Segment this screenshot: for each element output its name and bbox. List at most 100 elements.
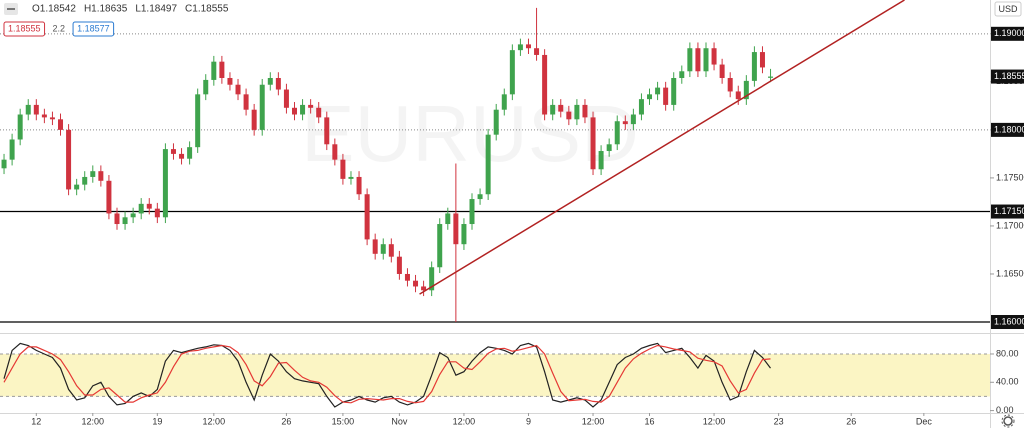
candle-body <box>509 50 515 95</box>
candle-body <box>340 159 346 179</box>
candle-body <box>211 61 217 80</box>
candle-body <box>267 78 273 85</box>
candle-body <box>542 54 548 115</box>
y-tick-label: 1.16500 <box>996 268 1024 278</box>
candle-body <box>445 213 451 225</box>
candle-body <box>687 48 693 72</box>
candle-body <box>364 194 370 240</box>
candle-body <box>743 80 749 100</box>
candle-body <box>671 78 677 105</box>
candle-body <box>751 52 757 81</box>
x-tick-label: 26 <box>846 416 856 426</box>
candle-body <box>558 104 564 112</box>
candle-body <box>9 139 15 160</box>
candle-body <box>324 117 330 145</box>
settings-icon[interactable] <box>1001 414 1015 428</box>
currency-button[interactable] <box>994 1 1022 17</box>
candle-body <box>308 104 314 108</box>
currency-label: USD <box>998 4 1018 14</box>
candle-body <box>501 94 507 110</box>
candle-body <box>259 84 265 130</box>
x-tick-label: 12:00 <box>703 416 726 426</box>
indicator-badge-label: 1.18555 <box>8 23 41 33</box>
candle-body <box>17 114 23 140</box>
candle-body <box>647 94 653 100</box>
x-tick-label: 19 <box>152 416 162 426</box>
candle-body <box>283 89 289 108</box>
candle-body <box>33 104 39 115</box>
indicator-badge-label: 2.2 <box>53 23 66 33</box>
stochastic-line <box>3 344 771 404</box>
candle-body <box>429 267 435 291</box>
x-tick-label: 16 <box>645 416 655 426</box>
x-tick-label: 12:00 <box>82 416 105 426</box>
candle-body <box>187 147 193 159</box>
candle-body <box>735 91 741 100</box>
price-level-label: 1.17150 <box>994 206 1024 216</box>
candle-body <box>170 149 176 154</box>
candle-body <box>404 273 410 281</box>
price-level-badge <box>991 315 1024 330</box>
price-level-badge <box>991 26 1024 41</box>
candle-body <box>421 286 427 291</box>
watermark: EURUSD <box>301 89 639 178</box>
candle-body <box>348 176 354 179</box>
ohlc-value: L1.18497 <box>135 4 177 15</box>
candle-body <box>58 119 64 130</box>
candle-body <box>66 129 72 190</box>
price-level-label: 1.19000 <box>994 28 1024 38</box>
indicator-badge-label: 1.18577 <box>77 23 110 33</box>
candle-body <box>517 44 523 51</box>
x-tick-label: 9 <box>526 416 531 426</box>
candle-body <box>291 107 297 115</box>
candle-body <box>614 121 620 145</box>
candle-body <box>300 104 306 115</box>
x-tick-label: 12:00 <box>582 416 605 426</box>
candle-body <box>598 151 604 170</box>
last-price-badge <box>991 69 1024 84</box>
candle-body <box>179 153 185 159</box>
candle-body <box>574 104 580 120</box>
last-price-label: 1.18555 <box>994 71 1024 81</box>
candle-body <box>41 114 47 118</box>
candle-body <box>1 159 7 169</box>
legend-icon <box>4 3 18 15</box>
candle-body <box>413 280 419 287</box>
candle-body <box>711 48 717 65</box>
ohlc-value: O1.18542 <box>32 4 76 15</box>
settings-gear[interactable] <box>1003 416 1013 426</box>
overbought-oversold-band <box>0 353 990 397</box>
stochastic-line <box>3 342 771 408</box>
candle-body <box>98 171 104 181</box>
candle-body <box>219 61 225 79</box>
candle-body <box>195 94 201 148</box>
candle-body <box>566 111 572 120</box>
candle-body <box>243 94 249 110</box>
candle-body <box>114 213 120 225</box>
candle-body <box>703 48 709 72</box>
trendline <box>419 0 905 295</box>
candle-body <box>590 117 596 170</box>
candle-body <box>49 117 55 120</box>
x-tick-label: 12:00 <box>203 416 226 426</box>
candles <box>1 7 774 323</box>
candle-body <box>727 78 733 92</box>
indicator-badge <box>72 21 115 37</box>
ohlc-value: H1.18635 <box>84 4 128 15</box>
candle-body <box>130 213 136 218</box>
candle-body <box>655 87 661 95</box>
candle-body <box>493 109 499 135</box>
x-tick-label: 12 <box>31 416 41 426</box>
candle-body <box>82 176 88 185</box>
price-level-label: 1.18000 <box>994 124 1024 134</box>
x-tick-label: 26 <box>281 416 291 426</box>
candle-body <box>235 84 241 95</box>
candle-body <box>388 244 394 257</box>
price-level-badge <box>991 122 1024 137</box>
candle-body <box>469 199 475 225</box>
candle-body <box>663 87 669 105</box>
candle-body <box>122 217 128 225</box>
price-level-badge <box>991 204 1024 219</box>
y-tick-label: 0.00 <box>996 405 1014 415</box>
